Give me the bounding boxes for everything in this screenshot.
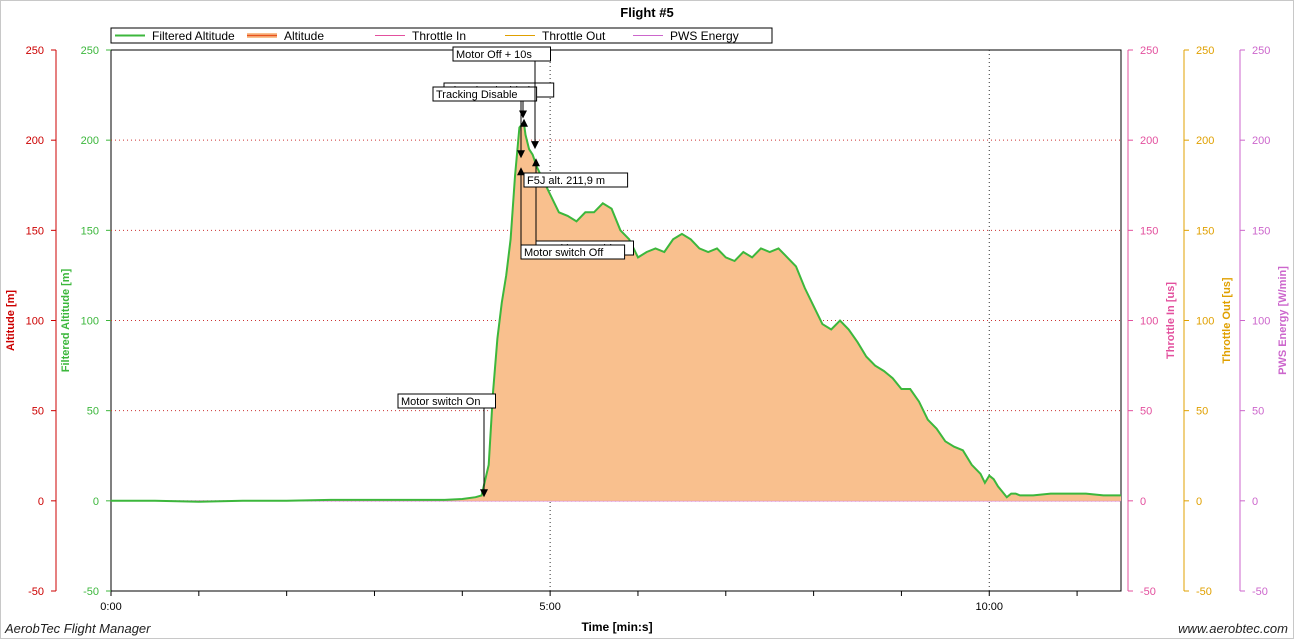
annotation-box [520, 244, 626, 260]
altitude-axis-label: Altitude [m] [5, 290, 17, 351]
annotation-arrow [520, 118, 528, 127]
legend-label: Throttle Out [542, 29, 606, 43]
throttle_out-tick-label: 200 [1196, 135, 1214, 147]
throttle_out-tick-label: 50 [1196, 406, 1208, 418]
annotation-label: Motor switch On [401, 396, 480, 408]
throttle_in-tick-label: 0 [1140, 496, 1146, 508]
annotation-arrow [519, 110, 527, 119]
annotation-arrow [532, 158, 540, 167]
altitude-tick-label: 100 [26, 316, 44, 328]
pws-tick-label: 200 [1252, 135, 1270, 147]
throttle_in-tick-label: 250 [1140, 45, 1158, 57]
pws-tick-label: -50 [1252, 586, 1268, 598]
throttle_out-tick-label: 0 [1196, 496, 1202, 508]
altitude-tick-label: 150 [26, 225, 44, 237]
filtered-tick-label: 250 [81, 45, 99, 57]
annotation-box [523, 172, 629, 188]
annotation: Motor switch Off [517, 167, 626, 260]
filtered-tick-label: 50 [87, 406, 99, 418]
legend-label: Altitude [284, 29, 324, 43]
annotation-label: Motor switch Off [524, 247, 604, 259]
annotation-arrow [517, 150, 525, 159]
annotation-box [397, 393, 496, 409]
annotation-arrow [531, 141, 539, 150]
filtered-tick-label: 150 [81, 225, 99, 237]
filtered-tick-label: -50 [83, 586, 99, 598]
legend-label: Throttle In [412, 29, 466, 43]
plot-area [111, 119, 1121, 503]
annotation-arrow [480, 489, 488, 498]
filtered-tick-label: 100 [81, 316, 99, 328]
legend-item: Throttle In [375, 29, 466, 43]
annotation: Motor switch On [397, 393, 496, 498]
altitude-tick-label: 0 [38, 496, 44, 508]
annotation-box [432, 86, 538, 102]
pws-tick-label: 150 [1252, 225, 1270, 237]
altitude-tick-label: -50 [28, 586, 44, 598]
website-link[interactable]: www.aerobtec.com [1178, 621, 1288, 636]
altitude-tick-label: 50 [32, 406, 44, 418]
x-axis-label: Time [min:s] [581, 620, 652, 634]
filtered-tick-label: 0 [93, 496, 99, 508]
legend-label: Filtered Altitude [152, 29, 235, 43]
throttle_out-tick-label: 150 [1196, 225, 1214, 237]
annotation-arrow [517, 167, 525, 176]
annotation-label: Tracking Disable [436, 89, 518, 101]
pws-tick-label: 250 [1252, 45, 1270, 57]
throttle_in-tick-label: -50 [1140, 586, 1156, 598]
x-tick-label: 10:00 [975, 601, 1003, 613]
chart-title: Flight #5 [620, 5, 673, 20]
legend-item: Filtered Altitude [115, 29, 235, 43]
altitude-tick-label: 250 [26, 45, 44, 57]
altitude-area [111, 122, 1121, 502]
x-tick-label: 0:00 [100, 601, 121, 613]
app-name: AerobTec Flight Manager [5, 621, 151, 636]
throttle_in-tick-label: 50 [1140, 406, 1152, 418]
throttle_in-tick-label: 100 [1140, 316, 1158, 328]
throttle_out-axis-label: Throttle Out [us] [1221, 277, 1233, 363]
throttle_out-tick-label: 250 [1196, 45, 1214, 57]
annotation: Tracking Disable [432, 86, 538, 159]
legend-label: PWS Energy [670, 29, 739, 43]
pws-tick-label: 0 [1252, 496, 1258, 508]
pws-tick-label: 50 [1252, 406, 1264, 418]
altitude-tick-label: 200 [26, 135, 44, 147]
legend: Filtered Altitude Altitude Throttle In Thro… [110, 27, 773, 44]
pws-tick-label: 100 [1252, 316, 1270, 328]
annotation-box [452, 46, 551, 62]
throttle_in-axis-label: Throttle In [us] [1165, 282, 1177, 359]
legend-item: PWS Energy [633, 29, 739, 43]
filtered-axis-label: Filtered Altitude [m] [60, 268, 72, 372]
annotation: F5J alt. 211,9 m [520, 118, 629, 188]
annotation: Motor Off + 10s [452, 46, 551, 150]
throttle_out-tick-label: -50 [1196, 586, 1212, 598]
annotation-label: F5J alt. 211,9 m [527, 175, 605, 187]
x-tick-label: 5:00 [539, 601, 560, 613]
legend-item: Throttle Out [505, 29, 606, 43]
pws-axis-label: PWS Energy [W/min] [1277, 266, 1289, 375]
axes: 0:00 5:00 10:00 -50 0 50 100 150 200 250 Altitude … [5, 45, 1289, 613]
filtered-altitude-line [111, 119, 1121, 503]
filtered-tick-label: 200 [81, 135, 99, 147]
legend-box [110, 27, 773, 44]
legend-item: Altitude [247, 29, 324, 43]
throttle_out-tick-label: 100 [1196, 316, 1214, 328]
throttle_in-tick-label: 150 [1140, 225, 1158, 237]
annotation-label: Motor Off + 10s [456, 49, 532, 61]
throttle_in-tick-label: 200 [1140, 135, 1158, 147]
